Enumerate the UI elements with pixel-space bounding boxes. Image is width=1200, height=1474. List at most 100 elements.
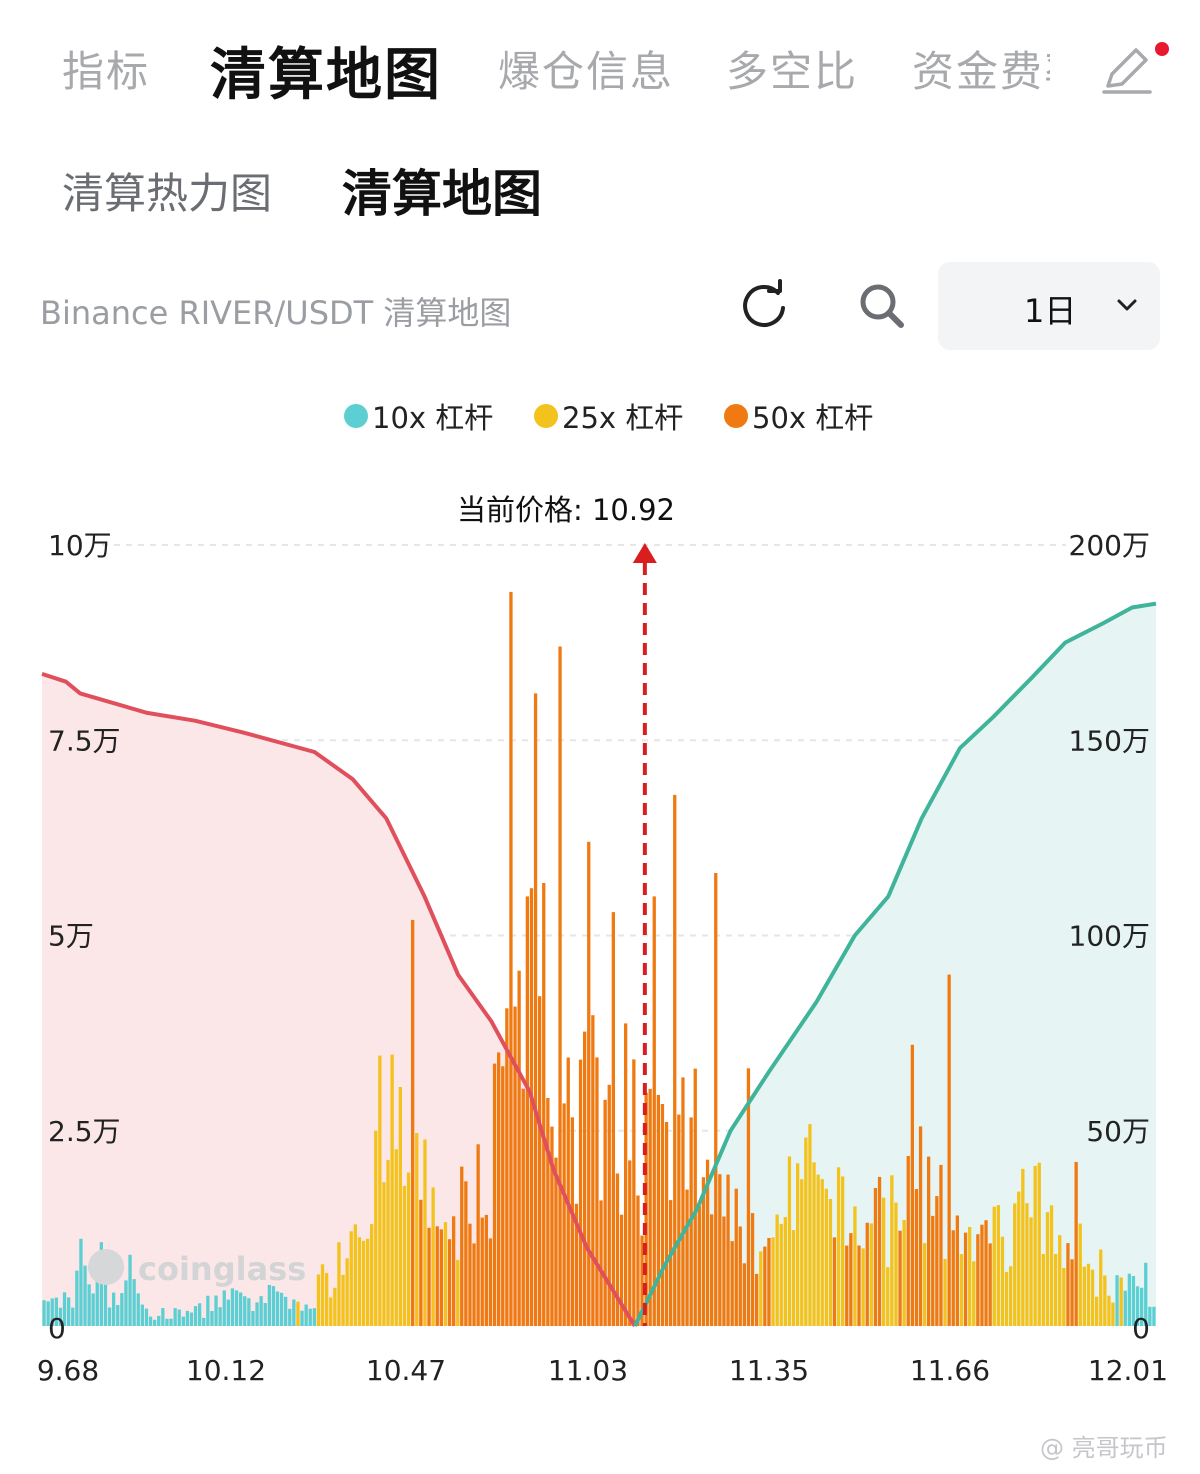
bar-50x <box>542 883 546 1326</box>
bar-10x <box>50 1298 54 1326</box>
bar-25x <box>361 1240 366 1326</box>
bar-50x <box>480 1217 484 1326</box>
legend-50x[interactable]: 50x 杠杆 <box>724 398 874 435</box>
bar-25x <box>296 1301 300 1326</box>
bar-50x <box>488 1238 493 1326</box>
bar-25x <box>1041 1253 1045 1326</box>
bar-10x <box>153 1319 157 1326</box>
legend-10x[interactable]: 10x 杠杆 <box>344 398 493 435</box>
bar-50x <box>587 841 591 1326</box>
bar-25x <box>902 1220 906 1326</box>
bar-25x <box>1090 1269 1095 1326</box>
bar-25x <box>1099 1249 1103 1326</box>
bar-50x <box>677 1114 681 1326</box>
bar-25x <box>341 1274 345 1326</box>
bar-25x <box>1013 1203 1017 1326</box>
bar-10x <box>243 1296 247 1326</box>
x-tick-label: 9.68 <box>37 1354 99 1387</box>
bar-10x <box>206 1295 210 1326</box>
area-layer <box>42 603 1156 1326</box>
bar-10x <box>169 1318 173 1326</box>
bar-50x <box>988 1243 992 1326</box>
subtab-heatmap[interactable]: 清算热力图 <box>62 169 273 218</box>
tab-funding-rate[interactable]: 资金费率 <box>912 47 1050 96</box>
bar-25x <box>316 1274 321 1326</box>
tab-indicators[interactable]: 指标 <box>62 47 151 96</box>
bar-25x <box>820 1179 824 1326</box>
bar-50x <box>947 974 951 1326</box>
bar-25x <box>759 1251 763 1326</box>
subtab-liquidation-map[interactable]: 清算地图 <box>342 165 542 223</box>
bar-50x <box>750 1213 755 1326</box>
bar-50x <box>918 1126 923 1326</box>
bar-50x <box>832 1237 837 1326</box>
bar-50x <box>558 646 562 1326</box>
bar-25x <box>812 1162 816 1326</box>
bar-50x <box>615 1173 620 1326</box>
bar-10x <box>288 1308 292 1326</box>
bar-25x <box>382 1182 386 1326</box>
bar-50x <box>849 1233 853 1326</box>
bar-50x <box>669 1200 673 1326</box>
bar-50x <box>636 1195 640 1326</box>
bar-50x <box>681 1077 685 1326</box>
bar-50x <box>955 1215 959 1326</box>
bar-50x <box>468 1223 472 1326</box>
bar-10x <box>267 1284 271 1326</box>
bar-10x <box>226 1299 230 1326</box>
bar-50x <box>529 888 534 1326</box>
bar-50x <box>595 1057 599 1326</box>
bar-25x <box>890 1175 894 1326</box>
liquidation-chart: 0 2.5万 5万 7.5万 10万 0 50万 100万 150万 200万 9.68 10.12 1… <box>37 493 1168 1387</box>
bar-25x <box>1029 1217 1033 1326</box>
search-icon[interactable] <box>854 278 910 334</box>
bar-50x <box>873 1188 878 1326</box>
tab-liquidation-map[interactable]: 清算地图 <box>210 43 442 108</box>
bar-25x <box>836 1167 841 1326</box>
tab-liquidation-info[interactable]: 爆仓信息 <box>498 47 675 96</box>
bar-25x <box>1107 1295 1111 1326</box>
chart-legend: 10x 杠杆 25x 杠杆 50x 杠杆 <box>0 398 1200 438</box>
legend-label-50x: 50x 杠杆 <box>752 401 874 435</box>
bar-10x <box>259 1296 263 1326</box>
bar-10x <box>275 1291 280 1326</box>
bar-25x <box>1111 1302 1115 1326</box>
price-layer: 当前价格: 10.92 <box>457 493 675 1326</box>
bar-10x <box>230 1288 235 1326</box>
chart-toolbar: Binance RIVER/USDT 清算地图 1日 <box>0 260 1200 350</box>
bar-10x <box>251 1311 255 1326</box>
refresh-icon[interactable] <box>736 278 792 334</box>
bar-50x <box>763 1246 767 1326</box>
bar-50x <box>697 1206 701 1326</box>
bar-50x <box>570 1117 574 1326</box>
bar-50x <box>484 1214 488 1326</box>
bar-10x <box>67 1297 71 1326</box>
bar-50x <box>566 1057 570 1326</box>
pencil-icon[interactable] <box>1098 40 1158 100</box>
bar-10x <box>1148 1306 1152 1326</box>
current-price-arrow <box>632 543 657 563</box>
bar-50x <box>476 1144 480 1326</box>
period-select[interactable]: 1日 <box>938 262 1160 350</box>
tab-long-short-ratio[interactable]: 多空比 <box>726 47 859 96</box>
bar-25x <box>386 1160 390 1326</box>
legend-25x[interactable]: 25x 杠杆 <box>534 398 683 435</box>
current-price-label: 当前价格: 10.92 <box>457 493 675 527</box>
bar-50x <box>648 1088 652 1326</box>
bar-10x <box>165 1318 169 1326</box>
bar-50x <box>656 1094 660 1326</box>
bar-25x <box>1049 1205 1054 1326</box>
bar-50x <box>939 1164 943 1326</box>
bar-10x <box>87 1284 91 1326</box>
bar-10x <box>103 1258 108 1326</box>
bar-50x <box>538 996 542 1326</box>
bar-25x <box>333 1287 337 1326</box>
bar-10x <box>1140 1287 1144 1326</box>
bar-25x <box>783 1217 787 1326</box>
bar-25x <box>1054 1254 1058 1326</box>
bar-25x <box>431 1187 435 1326</box>
bar-10x <box>185 1310 189 1326</box>
coinglass-watermark: coinglass <box>138 1250 306 1288</box>
bar-25x <box>1025 1203 1029 1326</box>
bar-50x <box>619 1214 624 1326</box>
